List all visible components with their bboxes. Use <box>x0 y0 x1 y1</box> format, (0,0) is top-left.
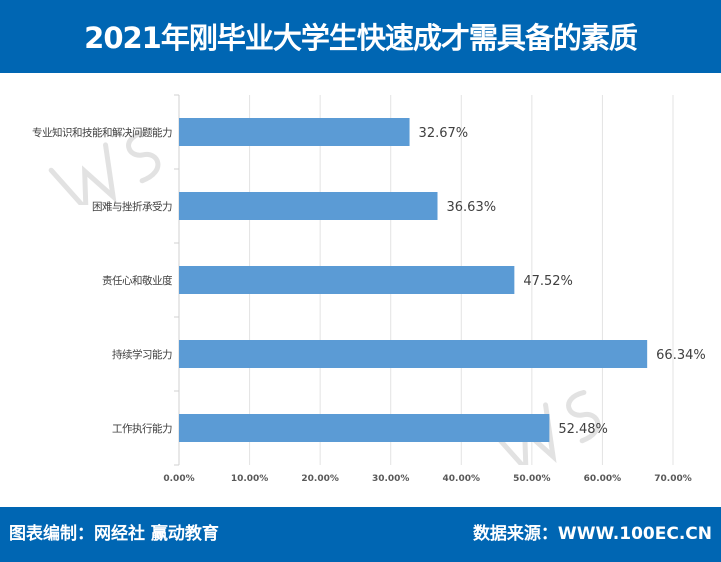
x-tick-label: 50.00% <box>513 474 551 484</box>
category-label: 持续学习能力 <box>112 348 172 361</box>
x-tick-label: 30.00% <box>372 474 410 484</box>
category-label: 困难与挫折承受力 <box>92 200 172 213</box>
bar <box>179 118 410 146</box>
category-label: 工作执行能力 <box>112 422 172 435</box>
data-label: 66.34% <box>656 348 706 363</box>
x-tick-label: 60.00% <box>584 474 622 484</box>
footer: 图表编制：网经社 赢动教育 数据来源：WWW.100EC.CN <box>0 507 721 562</box>
category-label: 专业知识和技能和解决问题能力 <box>32 126 172 139</box>
watermark-logo <box>48 129 161 205</box>
page-title: 2021年刚毕业大学生快速成才需具备的素质 <box>0 0 721 73</box>
x-tick-label: 40.00% <box>443 474 481 484</box>
x-tick-label: 70.00% <box>654 474 692 484</box>
bar-chart: 0.00% 10.00% 20.00% 30.00% 40.00% 50.00% 60.00… <box>32 94 706 484</box>
bar <box>179 340 648 368</box>
category-label: 责任心和敬业度 <box>102 274 173 287</box>
x-tick-label: 20.00% <box>301 474 339 484</box>
data-label: 52.48% <box>558 422 608 437</box>
footer-credit: 图表编制：网经社 赢动教育 <box>9 524 219 544</box>
data-label: 47.52% <box>523 274 573 289</box>
bar <box>179 414 550 442</box>
data-label: 36.63% <box>447 200 497 215</box>
x-tick-label: 0.00% <box>163 474 194 484</box>
bar <box>179 266 515 294</box>
data-label: 32.67% <box>419 126 469 141</box>
x-tick-label: 10.00% <box>231 474 269 484</box>
footer-source: 数据来源：WWW.100EC.CN <box>472 524 712 544</box>
bar <box>179 192 438 220</box>
